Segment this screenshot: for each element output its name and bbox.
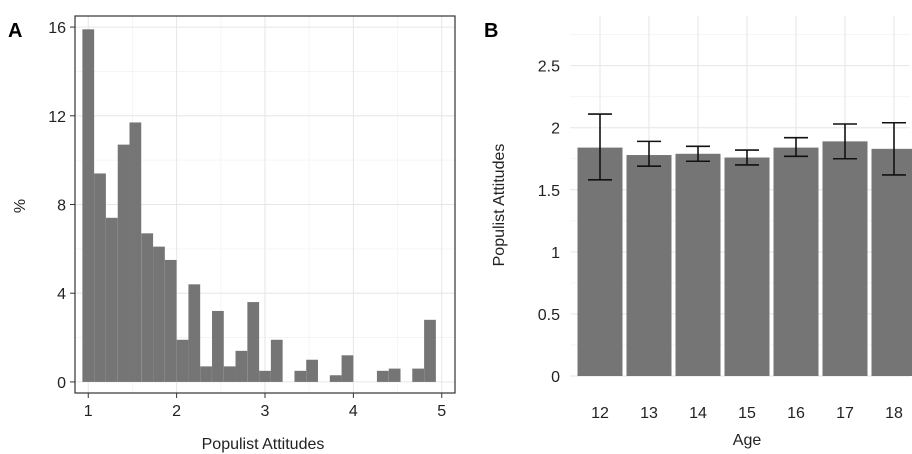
panel-b-bars	[577, 141, 912, 376]
histogram-bar	[153, 246, 165, 382]
panel-b-y-tick-label: 0	[551, 369, 560, 386]
histogram-bar	[105, 217, 118, 382]
histogram-bar	[223, 366, 236, 382]
panel-a-y-tick-label: 0	[57, 375, 66, 392]
panel-a-bars	[82, 29, 436, 382]
panel-a-y-tick-label: 16	[48, 20, 66, 37]
panel-b-y-tick-label: 1	[551, 245, 560, 262]
panel-a-y-ticks: 0 4 8 12 16	[48, 20, 75, 392]
histogram-bar	[200, 366, 212, 382]
panel-a-tag: A	[8, 20, 22, 42]
panel-b-y-tick-label: 0.5	[538, 307, 560, 324]
histogram-bar	[94, 173, 106, 382]
histogram-bar	[259, 370, 271, 382]
panel-b-y-axis-title: Populist Attitudes	[491, 144, 508, 267]
panel-b-bar-chart: 12 13 14 15 16 17 18 0 0.5 1 1.5 2 2.5 B Age Populi…	[484, 16, 912, 449]
panel-b-x-tick-label: 18	[885, 405, 903, 422]
panel-b-y-tick-label: 2	[551, 121, 560, 138]
histogram-bar	[117, 144, 130, 382]
panel-a-x-ticks: 1 2 3 4 5	[84, 393, 446, 420]
panel-a-y-tick-label: 8	[57, 198, 66, 215]
histogram-bar	[247, 302, 260, 382]
panel-b-x-tick-label: 17	[836, 405, 854, 422]
panel-b-error-bars	[588, 113, 906, 181]
histogram-bar	[212, 310, 224, 382]
panel-b-x-tick-label: 16	[787, 405, 805, 422]
panel-b-x-tick-label: 15	[738, 405, 756, 422]
histogram-bar	[388, 368, 401, 382]
panel-b-y-tick-label: 1.5	[538, 183, 560, 200]
panel-a-x-tick-label: 4	[349, 403, 358, 420]
panel-a-x-axis-title: Populist Attitudes	[202, 436, 325, 453]
histogram-bar	[341, 355, 354, 382]
panel-a-x-tick-label: 1	[84, 403, 93, 420]
panel-a-x-tick-label: 5	[437, 403, 446, 420]
age-bar	[577, 147, 623, 376]
age-bar	[724, 157, 770, 376]
panel-b-x-tick-label: 14	[689, 405, 707, 422]
histogram-bar	[306, 359, 318, 382]
panel-a-y-tick-label: 12	[48, 109, 66, 126]
histogram-bar	[188, 284, 201, 382]
age-bar	[822, 141, 868, 376]
age-bar	[626, 155, 672, 376]
histogram-bar	[82, 29, 95, 382]
panel-b-x-axis-title: Age	[733, 432, 762, 449]
panel-a-y-axis-title: %	[12, 199, 29, 213]
histogram-bar	[412, 368, 425, 382]
panel-b-y-tick-label: 2.5	[538, 59, 560, 76]
histogram-bar	[270, 339, 283, 382]
panel-b-x-tick-label: 12	[591, 405, 609, 422]
panel-a-x-tick-label: 2	[172, 403, 181, 420]
histogram-bar	[294, 370, 307, 382]
histogram-bar	[424, 319, 436, 382]
histogram-bar	[235, 350, 248, 382]
panel-b-x-tick-label: 13	[640, 405, 658, 422]
histogram-bar	[141, 233, 154, 382]
age-bar	[773, 147, 819, 376]
histogram-bar	[164, 259, 177, 382]
panel-a-x-tick-label: 3	[261, 403, 270, 420]
panel-b-x-ticks: 12 13 14 15 16 17 18	[591, 405, 903, 422]
histogram-bar	[176, 339, 189, 382]
histogram-bar	[129, 122, 142, 382]
age-bar	[871, 148, 912, 376]
age-bar	[675, 153, 721, 376]
panel-b-tag: B	[484, 20, 498, 42]
panel-a-y-tick-label: 4	[57, 286, 66, 303]
histogram-bar	[329, 375, 342, 382]
panel-b-y-ticks: 0 0.5 1 1.5 2 2.5	[538, 59, 560, 386]
histogram-bar	[376, 370, 389, 382]
